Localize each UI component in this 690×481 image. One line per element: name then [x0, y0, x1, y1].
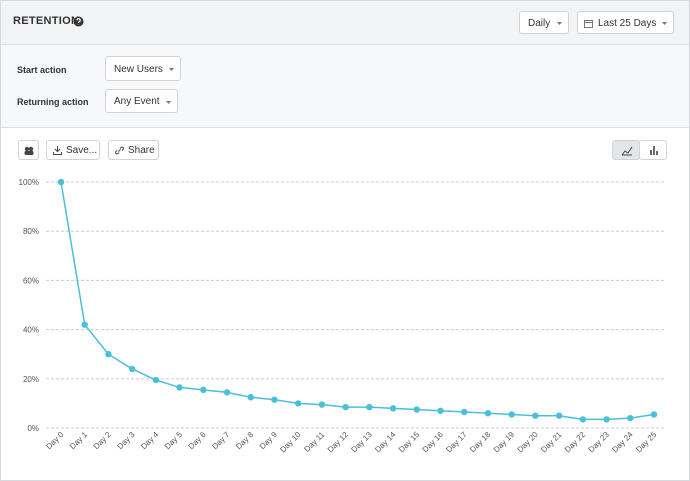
data-point [200, 386, 207, 394]
share-label: Share [128, 145, 155, 156]
x-tick-label: Day 21 [539, 430, 564, 455]
returning-action-dropdown[interactable]: Any Event [105, 89, 178, 113]
x-tick-label: Day 8 [234, 430, 256, 452]
y-tick-label: 20% [23, 375, 39, 384]
x-tick-label: Day 25 [634, 430, 659, 455]
data-point [603, 416, 610, 423]
data-point [176, 384, 183, 391]
data-point [271, 396, 278, 403]
x-tick-label: Day 23 [587, 430, 612, 455]
y-tick-label: 60% [23, 276, 39, 285]
data-point [366, 403, 373, 411]
y-tick-label: 0% [27, 424, 39, 433]
y-tick-label: 40% [23, 326, 39, 335]
data-point [627, 414, 634, 422]
data-point [57, 178, 65, 186]
start-action-dropdown[interactable]: New Users [105, 56, 181, 81]
data-point [650, 411, 658, 418]
data-point [413, 406, 420, 413]
data-point [128, 365, 136, 373]
share-button[interactable]: Share [108, 140, 159, 160]
x-tick-label: Day 5 [163, 430, 185, 452]
x-tick-label: Day 15 [397, 430, 422, 455]
x-tick-label: Day 13 [349, 430, 374, 455]
interval-value: Daily [528, 18, 551, 29]
x-tick-label: Day 2 [92, 430, 114, 452]
data-point [484, 410, 492, 417]
data-point [295, 400, 302, 407]
x-tick-label: Day 12 [326, 430, 351, 455]
data-point [342, 403, 349, 411]
data-point [532, 412, 539, 419]
x-tick-label: Day 9 [258, 430, 280, 452]
segment-button[interactable] [18, 140, 39, 160]
x-tick-label: Day 10 [278, 430, 303, 455]
date-range-value: Last 25 Days [598, 18, 657, 29]
data-point [247, 394, 254, 401]
x-tick-label: Day 6 [187, 430, 209, 452]
returning-action-value: Any Event [114, 96, 160, 107]
data-point [437, 407, 444, 414]
data-point [508, 411, 515, 418]
controls-panel: Start action New Users Returning action … [1, 45, 689, 128]
x-tick-label: Day 19 [492, 430, 517, 455]
data-point [81, 321, 88, 328]
x-tick-label: Day 24 [610, 430, 635, 455]
retention-line [60, 181, 655, 421]
x-tick-label: Day 18 [468, 430, 493, 455]
data-point [389, 405, 397, 412]
returning-action-label: Returning action [17, 97, 89, 107]
x-tick-label: Day 0 [44, 430, 66, 452]
save-label: Save... [66, 145, 98, 156]
data-point [318, 401, 326, 408]
line-view-toggle[interactable] [612, 140, 640, 160]
x-tick-label: Day 7 [210, 430, 232, 452]
x-tick-label: Day 22 [563, 430, 588, 455]
data-point [152, 376, 160, 384]
data-point [461, 408, 468, 416]
interval-dropdown[interactable]: Daily [519, 11, 569, 34]
x-tick-label: Day 1 [68, 430, 90, 452]
x-tick-label: Day 3 [115, 430, 137, 452]
data-point [579, 416, 587, 423]
header-bar: RETENTION Daily Last 25 Days [1, 1, 689, 45]
date-range-dropdown[interactable]: Last 25 Days [577, 11, 674, 34]
x-tick-label: Day 16 [421, 430, 446, 455]
start-action-label: Start action [17, 65, 67, 75]
data-point [105, 351, 112, 358]
page-title: RETENTION [13, 15, 80, 27]
help-icon[interactable] [73, 16, 84, 27]
y-tick-label: 80% [23, 227, 39, 236]
x-tick-label: Day 20 [516, 430, 541, 455]
start-action-value: New Users [114, 64, 163, 75]
x-tick-label: Day 14 [373, 430, 398, 455]
save-button[interactable]: Save... [46, 140, 100, 160]
data-point [555, 412, 563, 419]
data-point [223, 389, 231, 396]
bar-view-toggle[interactable] [639, 140, 667, 160]
x-tick-label: Day 17 [444, 430, 469, 455]
y-tick-label: 100% [19, 178, 39, 187]
x-tick-label: Day 4 [139, 430, 161, 452]
x-tick-label: Day 11 [302, 430, 326, 454]
